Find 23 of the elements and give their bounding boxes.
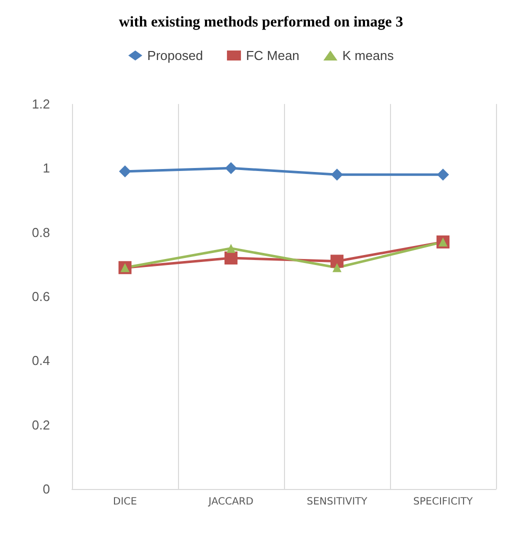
- chart-title: with existing methods performed on image 3: [118, 14, 404, 30]
- point: [119, 165, 131, 178]
- y-tick-label: 0.4: [32, 353, 50, 368]
- y-tick-label: 1: [42, 160, 50, 176]
- point: [332, 263, 342, 272]
- y-tick-label: 0.8: [32, 224, 50, 240]
- x-tick-label: SENSITIVITY: [306, 496, 368, 508]
- point: [225, 162, 237, 174]
- x-tick-label: DICE: [113, 496, 137, 508]
- point: [330, 254, 344, 268]
- point: [224, 252, 238, 264]
- y-tick-label: 0.2: [32, 417, 50, 432]
- legend-label: Proposed: [147, 48, 203, 63]
- y-tick-label: 0.6: [32, 289, 50, 304]
- legend-label: K means: [342, 48, 394, 63]
- point: [226, 244, 236, 253]
- x-tick-label: SPECIFICITY: [413, 496, 474, 508]
- point: [437, 168, 449, 181]
- legend-label: FC Mean: [246, 48, 300, 63]
- point: [331, 168, 343, 181]
- y-tick-label: 1.2: [32, 96, 50, 112]
- x-tick-label: JACCARD: [208, 496, 254, 508]
- y-tick-label: 0: [42, 482, 50, 496]
